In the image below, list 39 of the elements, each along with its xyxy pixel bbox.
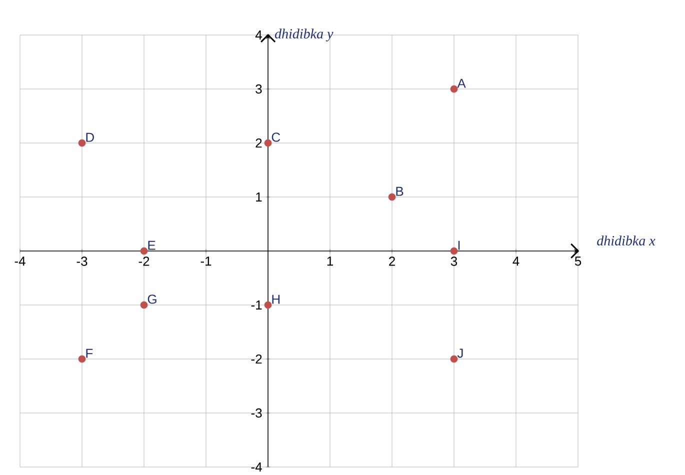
y-tick-label: 1 xyxy=(256,192,262,202)
annotation: E xyxy=(148,240,156,250)
point xyxy=(388,193,396,201)
x-tick-label: 4 xyxy=(512,256,520,266)
annotation: B xyxy=(396,186,404,196)
y-tick-label: -1 xyxy=(251,300,262,310)
x-tick-label: -1 xyxy=(200,256,212,266)
annotation: H xyxy=(272,294,280,304)
point xyxy=(450,355,458,363)
annotation: F xyxy=(86,348,93,358)
point xyxy=(450,85,458,93)
x-tick-label: 1 xyxy=(327,256,333,266)
x-tick-label: 5 xyxy=(574,256,582,266)
y-tick-label: 3 xyxy=(256,84,262,94)
point xyxy=(78,139,86,147)
annotation: D xyxy=(86,132,94,142)
y-tick-label: -2 xyxy=(251,354,262,364)
y-tick-label: -4 xyxy=(251,462,262,472)
point xyxy=(264,139,272,147)
annotation: A xyxy=(457,78,466,88)
annotation: J xyxy=(457,348,463,358)
y-axis-title: dhidibka y xyxy=(274,28,334,42)
y-tick-label: -3 xyxy=(251,408,262,418)
x-tick-label: -4 xyxy=(14,256,26,266)
annotation: I xyxy=(458,240,460,250)
point xyxy=(140,247,148,255)
x-axis-title: dhidibka x xyxy=(597,236,656,246)
x-tick-label: 3 xyxy=(450,256,458,266)
point xyxy=(78,355,86,363)
annotation: C xyxy=(272,132,280,142)
annotation: G xyxy=(148,294,156,304)
point xyxy=(450,247,458,255)
point xyxy=(140,301,148,309)
x-tick-label: 2 xyxy=(389,256,395,266)
y-tick-label: 2 xyxy=(256,138,262,148)
x-tick-label: -2 xyxy=(138,256,150,266)
y-tick-label: 4 xyxy=(255,30,262,40)
point xyxy=(264,301,272,309)
x-tick-label: -3 xyxy=(76,256,88,266)
